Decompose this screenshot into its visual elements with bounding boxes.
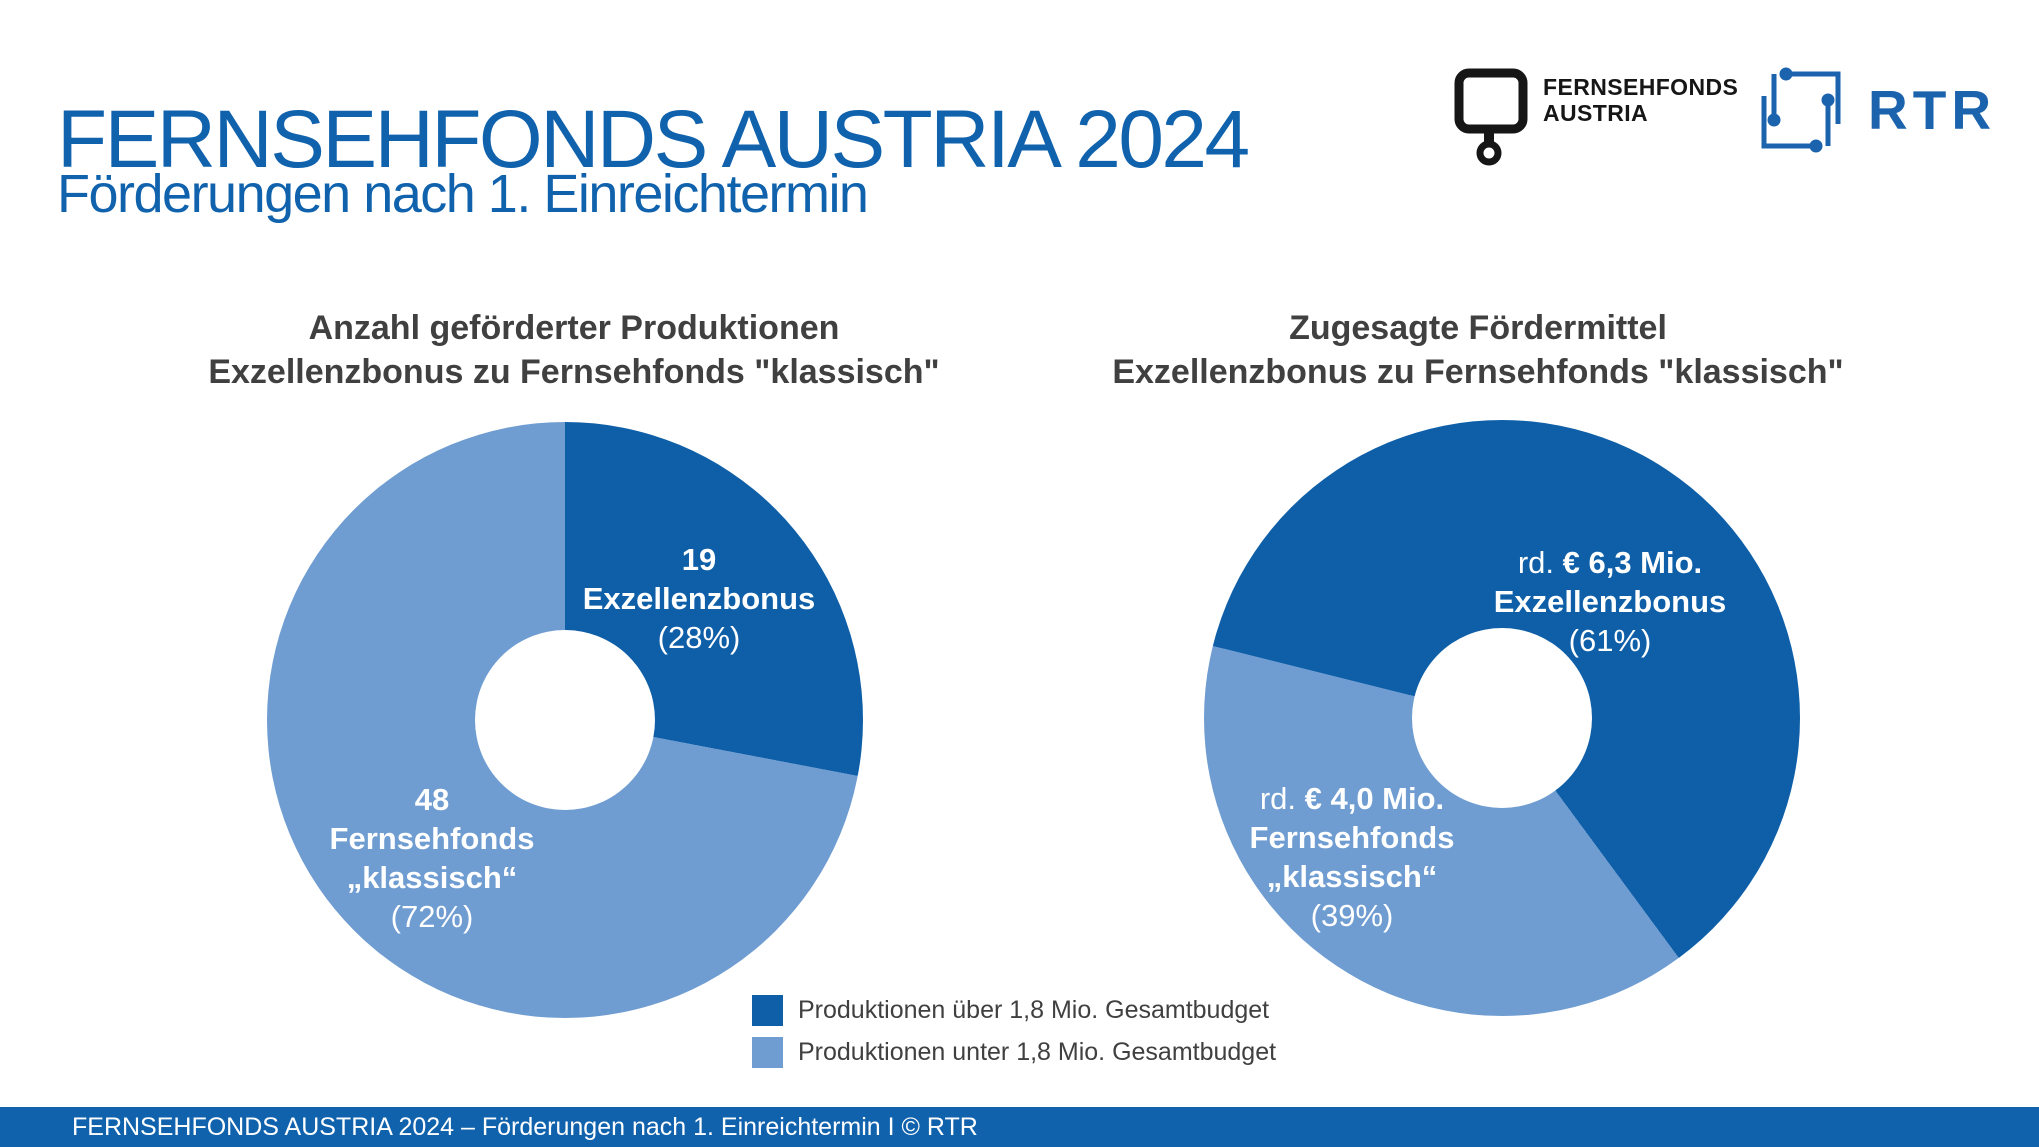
legend: Produktionen über 1,8 Mio. Gesamtbudget … [752,995,1276,1079]
rtr-wordmark: RTR [1868,79,1997,141]
fernsehfonds-logo-line1: FERNSEHFONDS [1543,74,1739,100]
slice-name: Fernsehfonds [329,821,535,856]
page-subtitle: Förderungen nach 1. Einreichtermin [57,163,869,224]
slice-value: 19 [681,542,717,577]
slice-name: Fernsehfonds [1249,820,1455,855]
legend-swatch-light [752,1037,783,1068]
slice-value-prefix: rd. [1517,545,1563,580]
right-donut-label-klassisch: rd. € 4,0 Mio. Fernsehfonds „klassisch“ … [1122,779,1582,935]
right-chart-title-line2: Exzellenzbonus zu Fernsehfonds "klassisc… [1112,353,1844,391]
slice-name: Exzellenzbonus [582,581,816,616]
slice-name-2: „klassisch“ [346,860,518,895]
left-donut-label-exzellenzbonus: 19 Exzellenzbonus (28%) [469,540,929,657]
left-donut-label-klassisch: 48 Fernsehfonds „klassisch“ (72%) [202,780,662,936]
left-donut-chart [267,422,863,1018]
legend-label: Produktionen unter 1,8 Mio. Gesamtbudget [798,1038,1277,1066]
legend-item-over: Produktionen über 1,8 Mio. Gesamtbudget [752,995,1276,1026]
page-title: FERNSEHFONDS AUSTRIA 2024 [57,93,1250,185]
right-chart-title: Zugesagte Fördermittel Exzellenzbonus zu… [1078,306,1878,394]
right-donut-chart [1204,420,1800,1016]
circuit-square-icon [1756,64,1846,156]
slice-value: € 4,0 Mio. [1304,781,1445,816]
slice-percent: (61%) [1568,623,1652,658]
slice-percent: (28%) [657,620,741,655]
slice-value: € 6,3 Mio. [1562,545,1703,580]
footer-text: FERNSEHFONDS AUSTRIA 2024 – Förderungen … [72,1113,978,1141]
footer-bar: FERNSEHFONDS AUSTRIA 2024 – Förderungen … [0,1107,2039,1147]
slice-name-2: „klassisch“ [1266,859,1438,894]
slice-value-prefix: rd. [1259,781,1305,816]
slice-value: 48 [414,782,450,817]
tv-with-stand-icon [1454,68,1528,170]
slice-percent: (39%) [1310,898,1394,933]
legend-label: Produktionen über 1,8 Mio. Gesamtbudget [798,996,1270,1024]
slice-name: Exzellenzbonus [1493,584,1727,619]
legend-item-under: Produktionen unter 1,8 Mio. Gesamtbudget [752,1037,1276,1068]
slice-percent: (72%) [390,899,474,934]
left-chart-title-line1: Anzahl geförderter Produktionen [308,309,840,347]
fernsehfonds-logo-text: FERNSEHFONDS AUSTRIA [1543,74,1738,126]
right-chart-title-line1: Zugesagte Fördermittel [1289,309,1667,347]
left-chart-title-line2: Exzellenzbonus zu Fernsehfonds "klassisc… [208,353,940,391]
fernsehfonds-logo-line2: AUSTRIA [1543,100,1649,126]
right-donut-label-exzellenzbonus: rd. € 6,3 Mio. Exzellenzbonus (61%) [1380,543,1840,660]
left-chart-title: Anzahl geförderter Produktionen Exzellen… [174,306,974,394]
legend-swatch-dark [752,995,783,1026]
